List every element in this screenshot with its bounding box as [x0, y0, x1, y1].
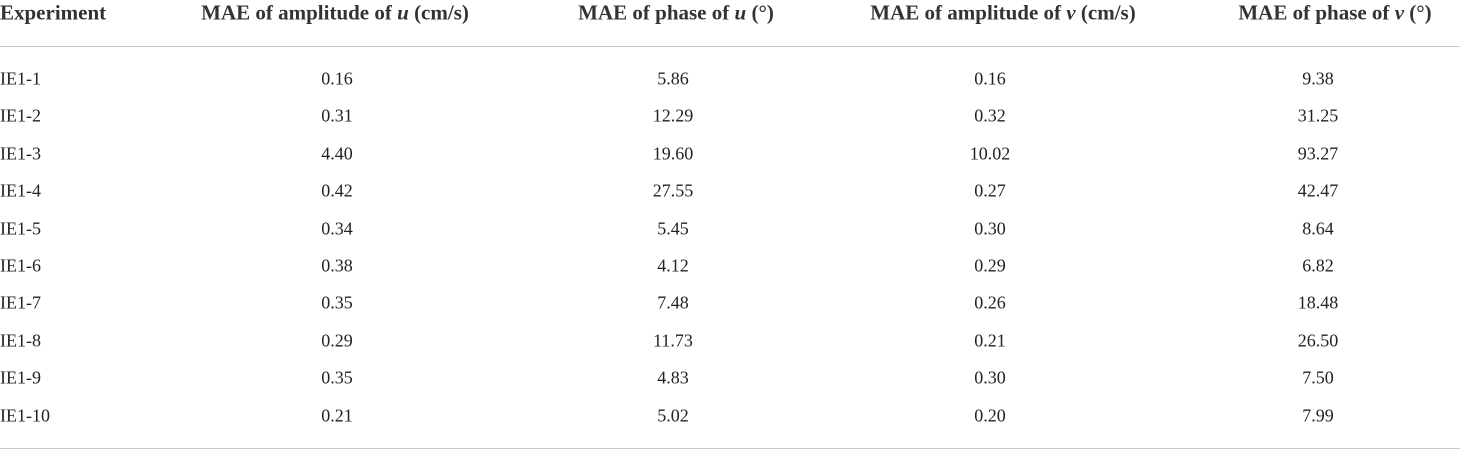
- header-text: MAE of amplitude of: [870, 0, 1062, 25]
- table-cell: 11.73: [653, 330, 693, 351]
- header-variable: u: [734, 0, 747, 25]
- header-text: (°): [751, 0, 774, 25]
- table-cell: 9.38: [1302, 68, 1334, 89]
- table-cell: 4.83: [657, 367, 689, 388]
- table-cell: 4.12: [657, 255, 689, 276]
- table-cell: 5.86: [657, 68, 689, 89]
- table-cell: 0.42: [321, 180, 353, 201]
- table-cell: 0.29: [321, 330, 353, 351]
- table-cell: 7.48: [657, 292, 689, 313]
- table-cell: 0.30: [974, 218, 1006, 239]
- header-rule: [0, 46, 1460, 47]
- table-cell: 12.29: [652, 105, 694, 126]
- table-cell: 19.60: [652, 143, 694, 164]
- row-label: IE1-2: [0, 105, 41, 126]
- table-cell: 7.99: [1302, 405, 1334, 426]
- header-variable: v: [1066, 0, 1076, 25]
- header-text: MAE of phase of: [1238, 0, 1390, 25]
- table-cell: 0.16: [974, 68, 1006, 89]
- table-cell: 0.32: [974, 105, 1006, 126]
- table-cell: 0.21: [974, 330, 1006, 351]
- header-text: (cm/s): [414, 0, 469, 25]
- table-cell: 0.35: [321, 292, 353, 313]
- column-header: MAE of phase of u (°): [578, 1, 774, 26]
- row-label: IE1-3: [0, 143, 41, 164]
- table-cell: 5.02: [657, 405, 689, 426]
- column-header: Experiment: [0, 1, 106, 26]
- table-cell: 10.02: [969, 143, 1011, 164]
- row-label: IE1-6: [0, 255, 41, 276]
- table-cell: 0.38: [321, 255, 353, 276]
- table-cell: 0.21: [321, 405, 353, 426]
- table-cell: 0.26: [974, 292, 1006, 313]
- table-cell: 42.47: [1297, 180, 1339, 201]
- table-cell: 0.20: [974, 405, 1006, 426]
- header-text: MAE of phase of: [578, 0, 730, 25]
- table-cell: 4.40: [321, 143, 353, 164]
- header-variable: u: [397, 0, 409, 25]
- row-label: IE1-4: [0, 180, 41, 201]
- table-cell: 31.25: [1297, 105, 1339, 126]
- table-cell: 0.29: [974, 255, 1006, 276]
- table-cell: 93.27: [1297, 143, 1339, 164]
- table-cell: 0.34: [321, 218, 353, 239]
- row-label: IE1-9: [0, 367, 41, 388]
- row-label: IE1-10: [0, 405, 50, 426]
- bottom-rule: [0, 448, 1460, 449]
- row-label: IE1-7: [0, 292, 41, 313]
- header-variable: v: [1394, 0, 1405, 25]
- table-cell: 18.48: [1297, 292, 1339, 313]
- table-cell: 27.55: [652, 180, 694, 201]
- table-cell: 0.35: [321, 367, 353, 388]
- column-header: MAE of phase of v (°): [1238, 1, 1431, 26]
- table-cell: 26.50: [1297, 330, 1339, 351]
- table-cell: 0.31: [321, 105, 353, 126]
- column-header: MAE of amplitude of u (cm/s): [201, 1, 469, 26]
- header-text: (cm/s): [1080, 0, 1136, 25]
- header-text: (°): [1409, 0, 1432, 25]
- table-cell: 0.30: [974, 367, 1006, 388]
- row-label: IE1-1: [0, 68, 41, 89]
- table-cell: 7.50: [1302, 367, 1334, 388]
- table-cell: 8.64: [1302, 218, 1334, 239]
- header-text: MAE of amplitude of: [201, 0, 392, 25]
- table-cell: 0.27: [974, 180, 1006, 201]
- table-cell: 6.82: [1302, 255, 1334, 276]
- header-text: Experiment: [0, 0, 107, 25]
- row-label: IE1-8: [0, 330, 41, 351]
- row-label: IE1-5: [0, 218, 41, 239]
- table-cell: 0.16: [321, 68, 353, 89]
- table-cell: 5.45: [657, 218, 689, 239]
- column-header: MAE of amplitude of v (cm/s): [870, 1, 1135, 26]
